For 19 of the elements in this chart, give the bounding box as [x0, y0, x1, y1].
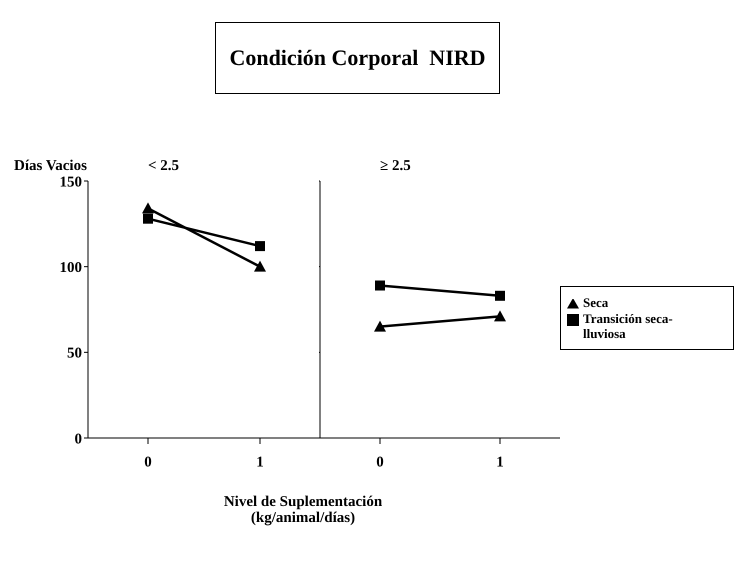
x-tick-label: 1	[496, 454, 504, 471]
chart-subtitle: ≥ 2.5	[380, 158, 411, 175]
x-tick-label: 0	[376, 454, 384, 471]
x-tick-label: 1	[256, 454, 264, 471]
x-tick-label: 0	[144, 454, 152, 471]
legend-label: Transición seca-lluviosa	[583, 310, 674, 340]
y-axis-title: Días Vacios	[14, 158, 87, 175]
legend-label: Seca	[583, 295, 608, 310]
y-tick-label: 100	[60, 260, 82, 276]
y-tick-label: 0	[74, 431, 82, 448]
chart-title: Condición Corporal NIRD	[215, 22, 500, 94]
chart-subtitle: < 2.5	[148, 158, 180, 175]
y-tick-label: 150	[60, 174, 82, 190]
point	[375, 280, 385, 291]
x-axis-title: Nivel de Suplementación (kg/animal/días)	[222, 494, 384, 526]
point	[255, 241, 265, 252]
y-tick-label: 50	[67, 346, 82, 362]
point	[495, 290, 505, 301]
point	[143, 214, 153, 224]
